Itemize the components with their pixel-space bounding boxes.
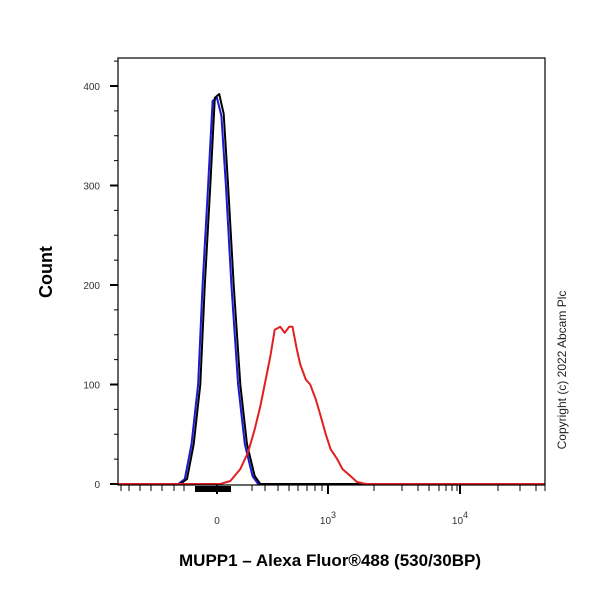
x-tick-label: 103: [320, 510, 336, 527]
y-tick-label: 400: [83, 82, 100, 93]
y-tick-label: 0: [94, 480, 100, 491]
series-line-black: [118, 93, 545, 485]
x-tick-label: 0: [214, 516, 220, 527]
y-tick-label: 200: [83, 281, 100, 292]
series-line-red: [118, 325, 545, 485]
y-axis-label: Count: [36, 246, 56, 298]
x-tick-label: 104: [452, 510, 468, 527]
copyright-text: Copyright (c) 2022 Abcam Plc: [555, 291, 569, 450]
x-axis-label: MUPP1 – Alexa Fluor®488 (530/30BP): [179, 551, 481, 570]
y-tick-label: 100: [83, 381, 100, 392]
y-tick-label: 300: [83, 182, 100, 193]
series-line-blue: [118, 96, 545, 485]
x-tick-cluster: [195, 486, 231, 492]
plot-frame: [117, 57, 546, 486]
